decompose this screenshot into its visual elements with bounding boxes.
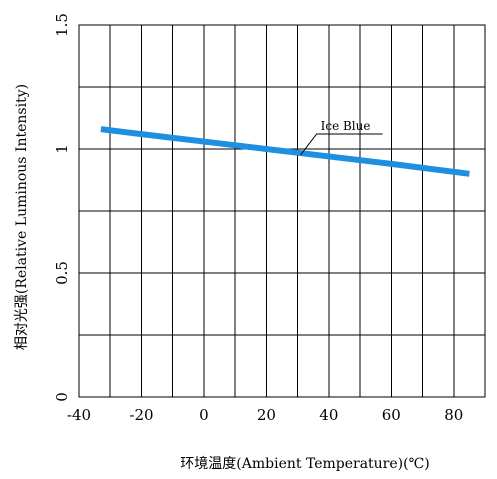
x-tick-label: 20 (257, 406, 276, 424)
y-tick-label: 1 (53, 144, 71, 154)
x-tick-label: 60 (382, 406, 401, 424)
plot-grid (78, 24, 486, 398)
annotation-leader-line (300, 133, 383, 156)
y-tick-label: 0 (53, 392, 71, 402)
y-tick-label: 1.5 (53, 13, 71, 37)
tick-labels: -40 -20 0 20 40 60 80 0 0.5 1 1.5 (53, 13, 463, 424)
series-line-ice-blue (100, 126, 470, 177)
x-tick-label: 0 (199, 406, 209, 424)
annotation-label: Ice Blue (321, 119, 371, 133)
x-tick-label: 40 (319, 406, 338, 424)
annotation-layer: Ice Blue (300, 119, 383, 156)
x-tick-label: 80 (444, 406, 463, 424)
x-axis-label: 环境温度(Ambient Temperature)(℃) (180, 456, 429, 472)
plot-frame (78, 24, 486, 398)
y-axis-label: 相对光强(Relative Luminous Intensity) (14, 84, 30, 350)
y-tick-label: 0.5 (53, 261, 71, 285)
x-tick-label: -40 (67, 406, 91, 424)
x-tick-label: -20 (129, 406, 153, 424)
series-layer (100, 126, 470, 177)
